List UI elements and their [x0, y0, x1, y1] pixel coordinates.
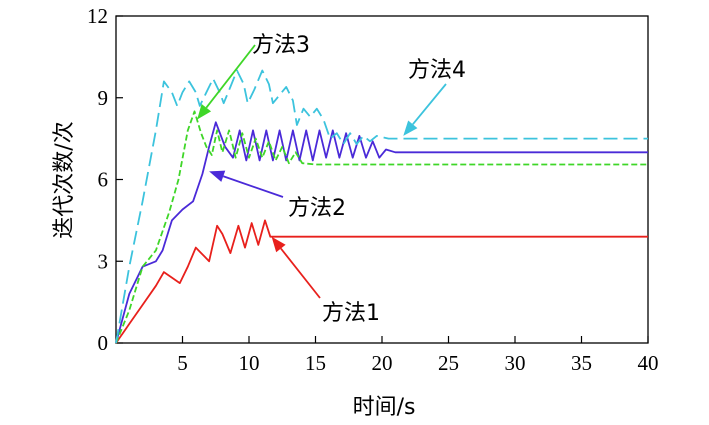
annotation-arrow-method2 [209, 170, 284, 198]
annotation-arrows [197, 44, 447, 299]
x-tick-label: 15 [305, 351, 326, 375]
axis-ticks: 5 10 15 20 25 30 35 40 0 3 6 9 12 [87, 4, 659, 375]
x-tick-label: 20 [372, 351, 393, 375]
x-axis-title: 时间/s [353, 395, 416, 420]
x-tick-label: 25 [438, 351, 459, 375]
y-tick-label: 12 [87, 4, 108, 28]
y-tick-label: 3 [98, 249, 109, 273]
annotation-arrow-method4 [403, 83, 447, 136]
y-axis-title: 迭代次数/次 [52, 121, 77, 238]
x-tick-label: 30 [505, 351, 526, 375]
x-tick-label: 35 [571, 351, 592, 375]
series-line-method1 [115, 219, 648, 344]
series-line-method4 [115, 69, 648, 344]
annotation-label-method3: 方法3 [252, 33, 310, 58]
annotation-label-method1: 方法1 [322, 301, 380, 326]
x-tick-label: 5 [177, 351, 188, 375]
series-line-method3 [115, 110, 648, 344]
annotation-label-method4: 方法4 [408, 58, 466, 83]
annotation-arrow-method1 [271, 236, 321, 299]
y-tick-label: 6 [98, 168, 109, 192]
series-line-method2 [115, 121, 648, 344]
x-tick-label: 40 [638, 351, 659, 375]
x-tick-label: 10 [239, 351, 260, 375]
plot-frame [115, 15, 649, 344]
series-layer [115, 69, 648, 344]
annotation-arrow-method3 [197, 44, 256, 120]
y-tick-label: 9 [98, 86, 109, 110]
annotation-label-method2: 方法2 [288, 196, 346, 221]
y-tick-label: 0 [98, 331, 109, 355]
